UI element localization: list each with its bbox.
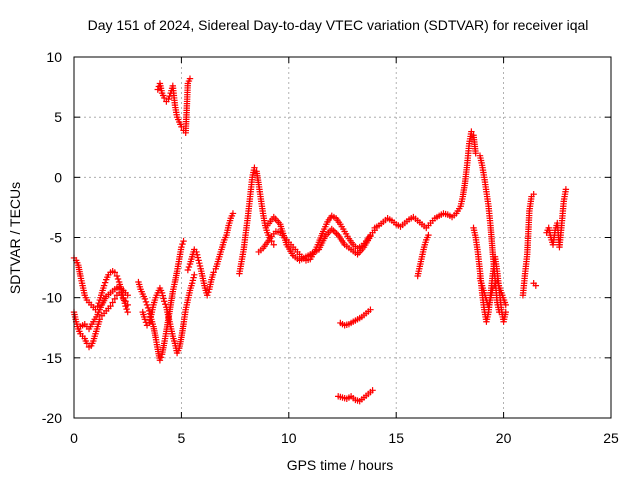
data-point <box>113 272 121 280</box>
data-point <box>184 266 192 274</box>
data-point <box>142 298 150 306</box>
data-point <box>166 92 173 100</box>
data-point <box>94 302 101 310</box>
x-tick-labels: 0 5 10 15 20 25 <box>70 430 619 446</box>
data-point <box>100 282 108 289</box>
data-point <box>101 279 109 286</box>
data-point <box>160 295 167 302</box>
x-axis-title: GPS time / hours <box>287 457 394 473</box>
data-point <box>496 308 503 316</box>
data-point <box>123 305 130 313</box>
data-point <box>468 128 475 135</box>
data-point <box>156 357 164 364</box>
data-point <box>143 301 151 309</box>
y-tick-label: -15 <box>42 350 62 366</box>
x-tick-label: 20 <box>496 430 512 446</box>
data-point <box>251 164 258 171</box>
data-point <box>107 302 114 310</box>
data-point <box>162 301 169 308</box>
data-point <box>369 387 376 394</box>
y-tick-labels: -20 -15 -10 -5 0 5 10 <box>42 49 62 426</box>
data-point <box>83 340 91 347</box>
data-point <box>124 292 131 299</box>
data-point <box>196 262 204 270</box>
data-point <box>141 295 149 303</box>
y-axis-title: SDTVAR / TECUs <box>7 182 23 294</box>
data-point <box>179 240 186 248</box>
x-tick-label: 0 <box>70 430 78 446</box>
data-point <box>532 282 540 289</box>
data-point <box>472 150 479 157</box>
data-point <box>193 251 201 258</box>
data-point <box>109 299 116 306</box>
x-tick-label: 5 <box>178 430 186 446</box>
data-point <box>502 308 509 316</box>
data-point <box>502 301 509 309</box>
data-point <box>159 292 166 299</box>
y-tick-label: -20 <box>42 410 62 426</box>
y-tick-label: -10 <box>42 290 62 306</box>
x-tick-label: 25 <box>603 430 619 446</box>
data-point <box>124 301 131 309</box>
data-point <box>196 259 203 267</box>
data-point <box>154 86 161 93</box>
data-point <box>158 289 166 297</box>
data-point <box>142 319 150 326</box>
data-point <box>194 254 202 261</box>
data-point <box>180 237 187 245</box>
data-point <box>203 292 211 299</box>
data-point <box>193 248 200 256</box>
axis-ticks <box>73 56 612 419</box>
data-point <box>146 316 154 324</box>
y-tick-label: 0 <box>54 169 62 185</box>
data-point <box>229 210 237 217</box>
data-point <box>195 257 202 264</box>
data-point <box>188 280 196 287</box>
data-point <box>185 263 193 271</box>
data-point <box>111 295 119 303</box>
chart-title: Day 151 of 2024, Sidereal Day-to-day VTE… <box>88 17 589 33</box>
data-point <box>122 298 129 305</box>
y-tick-label: 10 <box>46 49 62 65</box>
data-point <box>186 75 194 82</box>
y-tick-label: -5 <box>50 230 63 246</box>
data-point <box>425 231 432 239</box>
data-point <box>145 319 153 327</box>
data-point <box>178 243 185 251</box>
data-point <box>161 298 168 305</box>
data-point <box>367 233 374 240</box>
data-point <box>114 275 122 283</box>
data-point <box>210 269 217 276</box>
data-point <box>530 190 537 198</box>
data-point <box>147 314 154 321</box>
data-point <box>124 308 131 316</box>
data-point <box>118 292 125 299</box>
data-point <box>161 94 168 102</box>
data-point <box>144 304 152 312</box>
data-point <box>205 289 212 296</box>
data-point <box>165 95 172 103</box>
y-tick-label: 5 <box>54 109 62 125</box>
data-point <box>191 271 198 279</box>
data-point <box>270 241 277 248</box>
x-tick-label: 15 <box>388 430 404 446</box>
data-point <box>190 274 197 281</box>
data-point <box>141 316 149 323</box>
grid <box>74 57 611 418</box>
data-point <box>562 186 570 193</box>
x-tick-label: 10 <box>281 430 297 446</box>
data-point <box>189 277 197 284</box>
data-point <box>367 306 374 313</box>
data-point <box>111 269 119 276</box>
data-points <box>70 75 570 405</box>
data-point <box>157 354 165 361</box>
data-point <box>178 123 185 130</box>
